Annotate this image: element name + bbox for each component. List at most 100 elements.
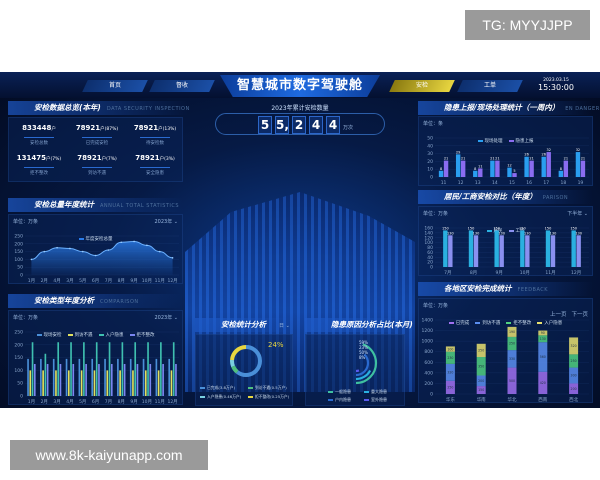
stacked-bar-segment — [445, 380, 455, 394]
nav-tab-home[interactable]: 首页 — [82, 80, 148, 92]
legend-swatch — [200, 387, 205, 389]
stacked-bar-segment — [445, 363, 455, 381]
period-dropdown[interactable]: 下半年 ⌄ — [567, 210, 588, 217]
bar — [104, 358, 106, 396]
nav-tab-collect[interactable]: 督收 — [149, 80, 215, 92]
segment-value-label: 190 — [509, 330, 515, 334]
period-dropdown[interactable]: 日 ⌄ — [279, 322, 290, 329]
x-tick-label: 西北 — [569, 396, 578, 403]
bar — [136, 364, 139, 396]
stat-unit: 户(7%) — [101, 157, 117, 162]
bar — [575, 152, 581, 177]
legend-swatch — [448, 321, 454, 324]
x-tick-label: 9月 — [130, 278, 137, 284]
legend: 已完成 到访不遇 拒不整改 入户隐患 — [419, 309, 592, 328]
overview-title: 安检数据总览(本年) DATA SECURITY INSPECTION — [8, 101, 190, 115]
stacked-bar-segment — [445, 351, 455, 364]
bar — [529, 160, 534, 177]
x-tick-label: 13 — [475, 180, 481, 186]
y-tick-label: 50 — [17, 265, 23, 271]
overview-panel: 833448户 安检总数 78921户(87%) 已完成安检 78921户(13%) 待安… — [8, 117, 183, 182]
y-tick-label: 200 — [424, 381, 433, 387]
title-subtitle: DATA SECURITY INSPECTION — [106, 106, 190, 112]
stat-value: 78921户(87%) — [75, 124, 119, 132]
y-tick-label: 0 — [20, 273, 23, 279]
legend-item: 入户隐患 — [98, 333, 124, 338]
y-tick-label: 10 — [427, 167, 433, 173]
stat-label: 安检总数 — [24, 137, 54, 146]
bar — [443, 230, 448, 267]
segment-value-label: 200 — [478, 379, 484, 383]
y-tick-label: 30 — [427, 151, 433, 157]
bar — [108, 342, 111, 396]
bar-value-label: 150 — [570, 226, 577, 230]
y-tick-label: 600 — [424, 360, 433, 366]
x-tick-label: 5月 — [79, 399, 86, 405]
prev-page-button[interactable]: 上一页 — [549, 312, 567, 318]
next-page-button[interactable]: 下一页 — [571, 312, 588, 318]
bar — [144, 370, 147, 396]
legend-item: 工商 — [508, 229, 525, 234]
nav-tab-inspection[interactable]: 安检 — [389, 80, 455, 92]
y-tick-label: 150 — [14, 249, 23, 255]
y-tick-label: 50 — [427, 136, 433, 142]
stat-value: 78921户(3%) — [135, 154, 175, 162]
bar — [494, 230, 499, 267]
bar — [67, 370, 70, 396]
legend-item: 年度安检总量 — [78, 237, 113, 242]
stacked-bar-segment — [569, 383, 579, 394]
legend-label: 拒不整改 — [136, 333, 155, 338]
bar — [117, 358, 119, 396]
title-text: 隐患原因分析占比(本月) — [331, 320, 413, 329]
segment-value-label: 100 — [447, 347, 453, 351]
bar-value-label: 29 — [456, 150, 460, 154]
title-text: 安检数据总览(本年) — [34, 103, 101, 112]
period-dropdown[interactable]: 2023年 ⌄ — [154, 314, 178, 321]
y-tick-label: 0 — [430, 175, 433, 181]
bar — [85, 364, 87, 396]
stacked-bar-segment — [476, 357, 486, 376]
bar-value-label: 8 — [474, 167, 476, 171]
segment-value-label: 330 — [509, 357, 515, 361]
nav-tab-orders[interactable]: 工单 — [457, 80, 523, 92]
radial-value-label: 8% — [359, 355, 366, 360]
bar — [157, 370, 160, 396]
x-tick-label: 4月 — [53, 278, 60, 284]
title-text: 居民/工商安检对比（年度） — [444, 192, 537, 201]
chevron-down-icon: ⌄ — [172, 315, 178, 321]
stat-value: 833448户 — [22, 124, 56, 132]
bar-value-label: 150 — [545, 226, 552, 230]
bar — [93, 370, 96, 396]
bar — [512, 173, 517, 177]
x-tick-label: 11月 — [155, 278, 165, 284]
bar-value-label: 21 — [581, 157, 585, 161]
legend-swatch — [67, 333, 73, 336]
title-text: 各地区安检完成统计 — [444, 284, 512, 293]
bar — [170, 370, 173, 396]
bar — [59, 364, 62, 396]
x-tick-label: 5月 — [79, 278, 86, 284]
legend-label: 年度安检总量 — [85, 237, 113, 242]
bar — [149, 364, 152, 396]
stacked-bar-segment — [476, 375, 486, 387]
stacked-bar-segment — [445, 346, 455, 352]
bar — [147, 342, 149, 396]
legend-swatch — [508, 139, 514, 142]
stacked-bar-segment — [538, 342, 548, 372]
stat-item: 833448户 安检总数 — [9, 124, 69, 146]
bar — [98, 364, 100, 396]
legend-item: 重大隐患 — [364, 389, 387, 395]
bar — [438, 170, 444, 177]
radial-bar — [346, 353, 366, 373]
period-dropdown[interactable]: 2023年 ⌄ — [154, 218, 178, 225]
stacked-bar-segment — [538, 335, 548, 343]
chevron-down-icon: ⌄ — [172, 219, 178, 225]
x-tick-label: 华南 — [477, 396, 486, 403]
bar-value-label: 32 — [576, 148, 580, 152]
title-subtitle: PARISON — [542, 195, 569, 201]
bar — [571, 230, 576, 267]
x-tick-label: 16 — [526, 180, 532, 186]
segment-value-label: 300 — [571, 374, 577, 378]
bar — [550, 235, 556, 267]
